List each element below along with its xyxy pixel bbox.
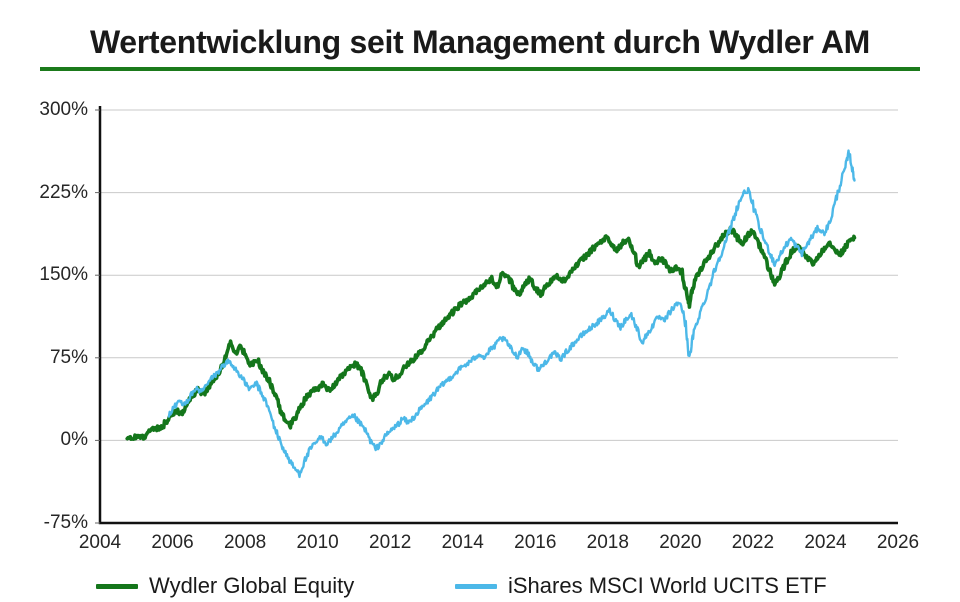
title-underline-rule — [40, 67, 920, 71]
legend-color-swatch — [455, 583, 497, 589]
y-axis-tick-label: 300% — [39, 99, 88, 120]
title-block: Wertentwicklung seit Management durch Wy… — [40, 22, 920, 71]
y-axis-tick-label: 75% — [49, 346, 88, 368]
x-axis-tick-label: 2022 — [731, 532, 775, 553]
x-axis-tick-label: 2020 — [659, 532, 702, 553]
legend-item-label: Wydler Global Equity — [149, 573, 355, 598]
x-axis-tick-label: 2010 — [296, 532, 339, 553]
series-line-wydler-global-equity — [125, 225, 857, 441]
y-axis-tick-label: 0% — [60, 429, 88, 451]
series-line-ishares-msci-world-ucits-etf — [167, 149, 856, 479]
legend-item-wydler-global-equity[interactable]: Wydler Global Equity — [96, 570, 354, 602]
y-axis-tick-label: 225% — [39, 181, 88, 203]
x-axis-tick-label: 2014 — [441, 532, 484, 553]
x-axis-tick-label: 2026 — [876, 532, 920, 553]
legend-item-label: iShares MSCI World UCITS ETF — [508, 573, 827, 598]
x-axis-tick-label: 2006 — [151, 532, 194, 553]
y-axis-tick-label: 150% — [39, 264, 88, 286]
x-axis-tick-label: 2018 — [586, 532, 629, 553]
axis-spines — [98, 106, 898, 525]
legend-item-ishares-msci-world-ucits-etf[interactable]: iShares MSCI World UCITS ETF — [455, 570, 827, 602]
x-axis-tick-label: 2012 — [369, 532, 412, 553]
legend-color-swatch — [96, 583, 138, 589]
x-axis-tick-label: 2004 — [78, 532, 122, 553]
page-title: Wertentwicklung seit Management durch Wy… — [89, 24, 871, 60]
x-axis-tick-label: 2016 — [514, 532, 557, 553]
y-axis-tick-label: -75% — [43, 512, 88, 533]
chart-legend: Wydler Global Equity iShares MSCI World … — [0, 570, 960, 602]
x-axis-tick-label: 2024 — [804, 532, 847, 553]
x-axis-tick-label: 2008 — [223, 532, 267, 553]
